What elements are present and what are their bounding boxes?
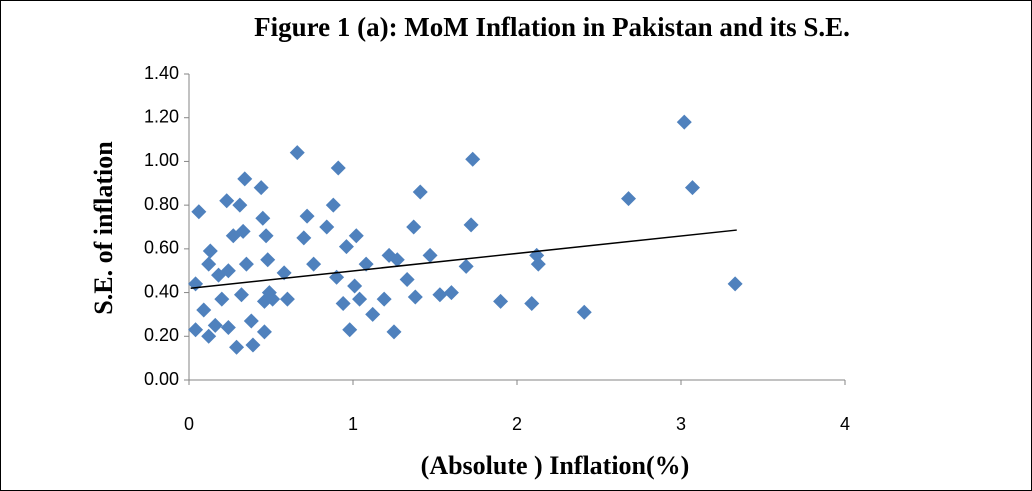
point xyxy=(289,145,305,161)
point xyxy=(348,228,364,244)
point xyxy=(258,228,274,244)
point xyxy=(260,252,276,268)
point xyxy=(524,296,540,311)
y-tick-label: 0.20 xyxy=(144,325,179,345)
x-tick-label: 2 xyxy=(512,414,522,434)
y-tick-label: 1.40 xyxy=(144,63,179,83)
point xyxy=(676,114,692,130)
point xyxy=(255,210,271,226)
point xyxy=(253,180,269,196)
point xyxy=(386,324,402,340)
point xyxy=(347,278,363,294)
point xyxy=(233,287,249,303)
point xyxy=(389,252,405,268)
point xyxy=(196,302,212,318)
point xyxy=(335,296,351,311)
point xyxy=(220,263,236,279)
trendline xyxy=(190,229,737,289)
point xyxy=(237,171,253,187)
point xyxy=(220,320,236,336)
point xyxy=(365,306,381,322)
point xyxy=(191,204,207,220)
point xyxy=(412,184,428,200)
point xyxy=(432,287,448,303)
point xyxy=(232,197,248,213)
point xyxy=(201,328,217,344)
x-tick-label: 1 xyxy=(348,414,358,434)
y-tick-label: 0.00 xyxy=(144,369,179,389)
point xyxy=(229,339,245,355)
point xyxy=(406,219,422,235)
point xyxy=(422,247,438,263)
point xyxy=(338,239,354,255)
point xyxy=(235,223,251,239)
point xyxy=(296,230,312,246)
point xyxy=(330,160,346,176)
point xyxy=(207,317,223,333)
point xyxy=(399,271,415,287)
point xyxy=(202,243,218,259)
point xyxy=(245,337,261,353)
point xyxy=(306,256,322,272)
point xyxy=(279,291,295,307)
point xyxy=(276,265,292,281)
point xyxy=(265,291,281,307)
point xyxy=(458,258,474,274)
point xyxy=(443,285,459,301)
point xyxy=(352,291,368,307)
x-tick-label: 0 xyxy=(184,414,194,434)
point xyxy=(243,313,259,329)
point xyxy=(299,208,315,224)
point xyxy=(256,324,272,340)
x-tick-label: 4 xyxy=(840,414,850,434)
point xyxy=(238,256,254,272)
point xyxy=(530,256,546,272)
point xyxy=(463,217,479,233)
chart-title: Figure 1 (a): MoM Inflation in Pakistan … xyxy=(254,12,850,42)
point xyxy=(342,322,358,338)
point xyxy=(319,219,335,235)
point xyxy=(219,193,235,209)
y-tick-label: 0.60 xyxy=(144,238,179,258)
point xyxy=(465,151,481,167)
point xyxy=(188,322,204,338)
point xyxy=(493,293,509,309)
x-axis-title: (Absolute ) Inflation(%) xyxy=(421,451,690,480)
point xyxy=(201,256,217,272)
point xyxy=(727,276,743,292)
point xyxy=(325,197,341,213)
point xyxy=(358,256,374,272)
x-tick-label: 3 xyxy=(676,414,686,434)
y-tick-label: 1.20 xyxy=(144,106,179,126)
y-axis-title: S.E. of inflation xyxy=(89,141,118,315)
point xyxy=(214,291,230,307)
y-tick-label: 0.40 xyxy=(144,281,179,301)
y-tick-label: 1.00 xyxy=(144,150,179,170)
point xyxy=(621,191,637,207)
point xyxy=(407,289,423,305)
point xyxy=(684,180,700,196)
y-tick-label: 0.80 xyxy=(144,194,179,214)
point xyxy=(376,291,392,307)
point xyxy=(576,304,592,320)
